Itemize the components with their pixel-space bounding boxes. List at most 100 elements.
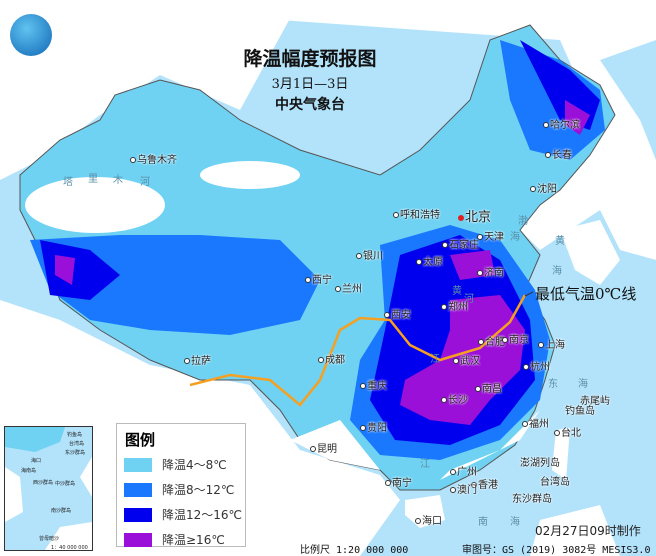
city-marker: [475, 386, 481, 392]
city-marker: [450, 487, 456, 493]
city-label: 杭州: [523, 358, 550, 373]
city-label: 郑州: [441, 298, 468, 313]
no-cooling-area: [25, 177, 165, 233]
city-marker: [318, 357, 324, 363]
cooling-areas: [25, 40, 605, 480]
city-name: 重庆: [367, 381, 387, 392]
legend-item: 降温12～16℃: [124, 502, 245, 527]
city-name: 银川: [363, 251, 383, 262]
city-name: 上海: [545, 340, 565, 351]
sea-label: 海: [552, 266, 562, 277]
city-marker: [502, 337, 508, 343]
title-issuer: 中央气象台: [275, 97, 345, 113]
city-marker: [554, 430, 560, 436]
river-label: 里: [88, 174, 98, 185]
city-name: 乌鲁木齐: [137, 155, 177, 166]
city-label: 西宁: [305, 271, 332, 286]
island-label: 钓鱼岛: [565, 406, 595, 417]
south-china-sea-inset: 钓鱼岛 台湾岛 东沙群岛 海口 海南岛 西沙群岛 中沙群岛 南沙群岛 曾母暗沙 …: [4, 426, 93, 551]
city-marker: [360, 425, 366, 431]
inset-label: 曾母暗沙: [39, 536, 60, 542]
city-name: 济南: [484, 268, 504, 279]
inset-label: 西沙群岛: [33, 480, 54, 486]
city-marker: [523, 364, 529, 370]
city-marker: [450, 469, 456, 475]
city-marker: [471, 482, 477, 488]
city-marker: [130, 157, 136, 163]
city-name: 哈尔滨: [550, 120, 580, 131]
inset-label: 海南岛: [21, 468, 37, 474]
city-name: 广州: [457, 467, 477, 478]
luzon: [530, 505, 620, 556]
inset-label: 海口: [31, 458, 42, 464]
title-period: 3月1日—3日: [271, 77, 349, 92]
river-label: 江: [420, 459, 430, 470]
city-marker: [441, 304, 447, 310]
map-title: 降温幅度预报图 3月1日—3日 中央气象台: [220, 44, 400, 114]
cooling-8-12-area: [30, 235, 320, 335]
city-label: 石家庄: [442, 236, 479, 251]
river-label: 黄: [452, 286, 462, 297]
inset-label: 中沙群岛: [55, 481, 76, 487]
city-label: 成都: [318, 351, 345, 366]
cooling-16-plus-area: [55, 255, 75, 285]
island-label: 台湾岛: [540, 477, 570, 488]
zero-line-label: 最低气温0℃线: [535, 285, 637, 303]
city-label: 武汉: [453, 352, 480, 367]
city-label: 南宁: [385, 474, 412, 489]
sea-label: 海: [510, 517, 520, 528]
city-name: 太原: [423, 257, 443, 268]
river-label: 塔: [63, 177, 73, 188]
city-label: 天津: [477, 228, 504, 243]
legend-item: 降温4～8℃: [124, 452, 245, 477]
sea-label: 海: [578, 379, 588, 390]
city-name: 南宁: [392, 478, 412, 489]
city-label: 重庆: [360, 377, 387, 392]
cooling-16-plus-area: [450, 250, 495, 280]
city-label: 长春: [545, 146, 572, 161]
city-label: 福州: [522, 415, 549, 430]
city-name: 沈阳: [537, 184, 557, 195]
city-label: 香港: [471, 476, 498, 491]
inset-land: [5, 427, 65, 452]
inset-land: [80, 457, 92, 497]
city-marker: [477, 234, 483, 240]
neighbor-land-nw: [0, 0, 300, 180]
island-label: 赤尾屿: [580, 396, 610, 407]
city-marker: [522, 421, 528, 427]
city-label: 兰州: [335, 280, 362, 295]
city-label: 沈阳: [530, 180, 557, 195]
city-marker: [477, 270, 483, 276]
city-marker: [442, 242, 448, 248]
taiwan: [552, 428, 570, 480]
legend: 图例 降温4～8℃ 降温8～12℃ 降温12～16℃ 降温≥16℃: [116, 423, 246, 547]
inset-label: 东沙群岛: [65, 450, 86, 456]
city-label: 贵阳: [360, 419, 387, 434]
city-name: 长沙: [448, 395, 468, 406]
city-name: 西安: [391, 310, 411, 321]
city-label: 西安: [384, 306, 411, 321]
city-marker: [453, 358, 459, 364]
city-label: 哈尔滨: [543, 116, 580, 131]
city-marker: [310, 446, 316, 452]
sea-label: 海: [510, 232, 520, 243]
city-label: 南昌: [475, 380, 502, 395]
city-label: 南京: [502, 331, 529, 346]
city-label: 拉萨: [184, 352, 211, 367]
inset-map: [5, 427, 92, 550]
approval-number: 审图号：GS (2019) 3082号 MESIS3.0: [462, 545, 651, 556]
city-label: 呼和浩特: [393, 206, 440, 221]
legend-swatch: [124, 507, 152, 522]
river-label: 江: [430, 354, 440, 365]
city-marker: [356, 253, 362, 259]
legend-label: 降温8～12℃: [162, 483, 235, 497]
legend-item: 降温8～12℃: [124, 477, 245, 502]
city-name: 呼和浩特: [400, 210, 440, 221]
island-label: 澎湖列岛: [520, 458, 560, 469]
city-marker: [393, 212, 399, 218]
city-name: 贵阳: [367, 423, 387, 434]
city-name: 西宁: [312, 275, 332, 286]
city-marker: [543, 122, 549, 128]
city-marker: [530, 186, 536, 192]
